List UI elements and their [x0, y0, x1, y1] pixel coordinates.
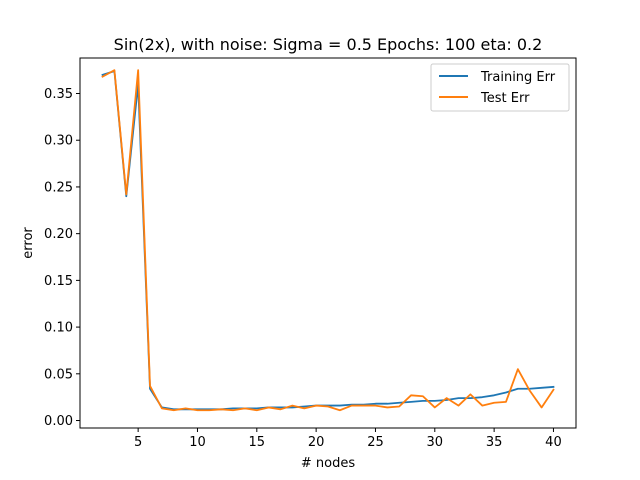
legend-label-training-err: Training Err	[480, 70, 556, 85]
y-axis-label: error	[21, 227, 36, 259]
x-axis-label: # nodes	[301, 456, 355, 471]
y-tick-label: 0.20	[44, 227, 73, 242]
y-tick-label: 0.30	[44, 134, 73, 149]
x-axis: 5 10 15 20 25 30 35 40	[134, 428, 562, 450]
x-tick-label: 20	[308, 435, 325, 450]
y-tick-label: 0.15	[44, 274, 73, 289]
x-tick-label: 35	[486, 435, 503, 450]
y-tick-label: 0.35	[44, 87, 73, 102]
series-layer	[101, 69, 555, 412]
x-tick-label: 40	[545, 435, 562, 450]
legend: Training Err Test Err	[430, 63, 570, 112]
y-axis: 0.00 0.05 0.10 0.15 0.20 0.25 0.30 0.35	[44, 87, 80, 429]
x-tick-label: 30	[427, 435, 444, 450]
x-tick-label: 25	[367, 435, 384, 450]
chart-title: Sin(2x), with noise: Sigma = 0.5 Epochs:…	[114, 35, 543, 54]
legend-label-test-err: Test Err	[480, 91, 530, 106]
series-line-test-err	[101, 69, 555, 412]
x-tick-label: 5	[134, 435, 142, 450]
y-tick-label: 0.10	[44, 321, 73, 336]
x-tick-label: 15	[249, 435, 266, 450]
plot-frame	[79, 57, 577, 429]
y-tick-label: 0.05	[44, 367, 73, 382]
y-tick-label: 0.00	[44, 414, 73, 429]
y-tick-label: 0.25	[44, 180, 73, 195]
x-tick-label: 10	[189, 435, 206, 450]
